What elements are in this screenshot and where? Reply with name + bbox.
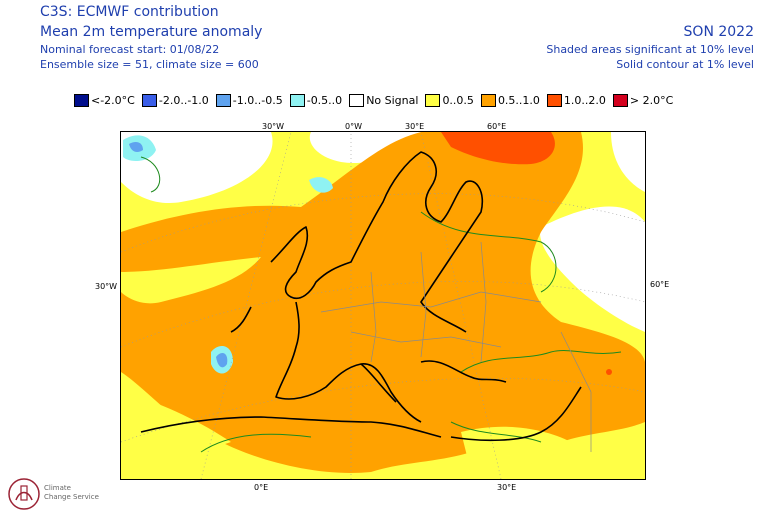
legend-swatch [612, 93, 628, 107]
legend-item: No Signal [349, 93, 419, 107]
bottom-longitude-label: 30°E [497, 483, 517, 492]
forecast-start-text: Nominal forecast start: 01/08/22 [40, 43, 220, 56]
anomaly-map [120, 131, 646, 480]
graticule [121, 132, 645, 479]
cool-anomaly-area [216, 352, 228, 368]
legend-label: -2.0..-1.0 [158, 93, 209, 107]
logo-text: Climate [44, 484, 71, 492]
legend-label: 1.0..2.0 [563, 93, 606, 107]
legend-item: -2.0..-1.0 [141, 93, 209, 107]
significance-contours [140, 156, 622, 453]
left-longitude-label: 30°W [95, 282, 118, 291]
legend-label: -1.0..-0.5 [232, 93, 283, 107]
top-longitude-label: 30°W [262, 122, 285, 131]
strong-warm-area [441, 132, 555, 165]
top-longitude-label: 0°W [345, 122, 362, 131]
legend: <-2.0°C -2.0..-1.0 -1.0..-0.5 -0.5..0 No… [74, 92, 680, 108]
c3s-logo: Climate Change Service [4, 474, 114, 514]
ensemble-size-text: Ensemble size = 51, climate size = 600 [40, 58, 259, 71]
legend-label: > 2.0°C [629, 93, 674, 107]
weak-warm-area [461, 426, 571, 472]
bottom-longitude-label: 0°E [254, 483, 269, 492]
cool-anomaly-area [309, 177, 333, 193]
legend-item: 1.0..2.0 [546, 93, 606, 107]
legend-label: <-2.0°C [91, 93, 135, 107]
no-signal-area [611, 132, 645, 192]
season-label: SON 2022 [683, 24, 754, 40]
legend-swatch [141, 93, 157, 107]
top-longitude-label: 30°E [405, 122, 425, 131]
warm-anomaly-area [150, 207, 311, 272]
legend-item: 0.5..1.0 [480, 93, 540, 107]
legend-label: No Signal [366, 93, 419, 107]
coastlines [140, 151, 582, 442]
contour-note: Solid contour at 1% level [616, 58, 754, 71]
legend-item: 0..0.5 [425, 93, 474, 107]
legend-swatch [349, 93, 365, 107]
legend-swatch [74, 93, 89, 107]
top-longitude-label: 60°E [487, 122, 507, 131]
no-signal-area [540, 206, 645, 332]
weak-warm-area [121, 392, 231, 479]
legend-swatch [425, 93, 441, 107]
right-longitude-label: 60°E [650, 280, 670, 289]
country-borders [320, 241, 592, 452]
legend-item: -1.0..-0.5 [215, 93, 283, 107]
strong-warm-spot [606, 369, 612, 375]
legend-swatch [289, 93, 305, 107]
logo-text: Change Service [44, 493, 99, 501]
cool-anomaly-area [129, 142, 143, 152]
legend-label: 0.5..1.0 [497, 93, 540, 107]
legend-swatch [546, 93, 562, 107]
legend-item: > 2.0°C [612, 93, 674, 107]
weak-warm-area [121, 257, 261, 304]
legend-swatch [480, 93, 496, 107]
legend-item: <-2.0°C [74, 93, 135, 107]
shaded-note: Shaded areas significant at 10% level [546, 43, 754, 56]
chart-subtitle: Mean 2m temperature anomaly [40, 24, 263, 40]
legend-swatch [215, 93, 231, 107]
legend-label: -0.5..0 [306, 93, 343, 107]
map-canvas [121, 132, 645, 479]
c3s-logo-icon [8, 478, 40, 510]
chart-title: C3S: ECMWF contribution [40, 4, 219, 20]
legend-label: 0..0.5 [442, 93, 474, 107]
no-signal-area [309, 132, 421, 163]
legend-item: -0.5..0 [289, 93, 343, 107]
